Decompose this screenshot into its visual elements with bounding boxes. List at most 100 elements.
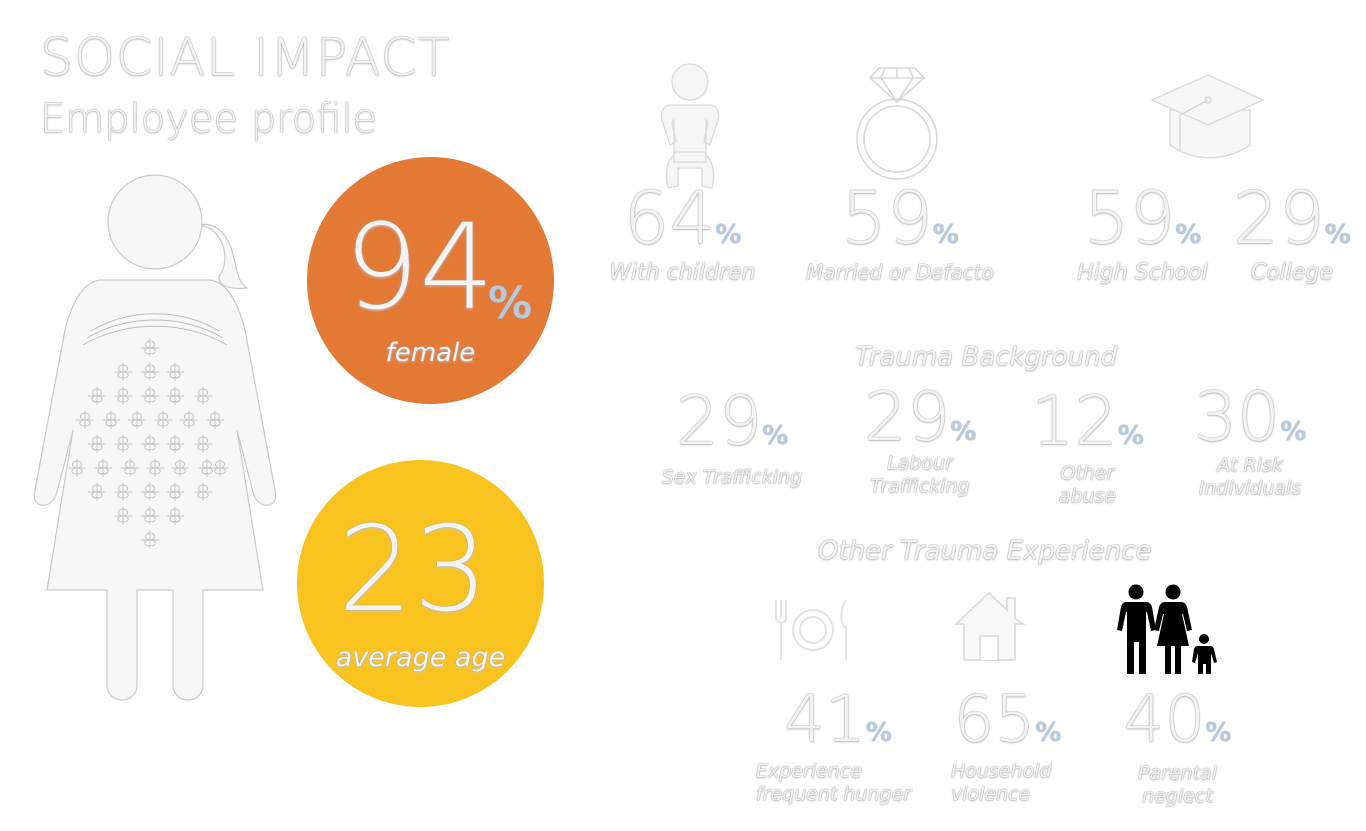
stat-frequent-hunger: 41% Experience frequent hunger: [748, 688, 928, 806]
dress-motif: [146, 459, 164, 477]
stat-unit: %: [932, 220, 959, 250]
dress-motif: [141, 363, 159, 381]
graduation-cap-icon: [1150, 74, 1265, 159]
stat-value: 41: [784, 683, 866, 757]
stat-unit: %: [1175, 220, 1202, 250]
dress-motif: [114, 363, 132, 381]
stat-value: 12: [1031, 382, 1118, 461]
dress-motif: [121, 459, 139, 477]
family-icon: [1117, 584, 1217, 674]
stat-unit: %: [1280, 417, 1307, 447]
woman-figure-icon: [33, 174, 277, 701]
stat-label-line-2: abuse: [1058, 484, 1117, 507]
stat-at-risk: 30% At Risk Individuals: [1180, 384, 1320, 500]
stat-label-line-1: At Risk: [1217, 454, 1283, 476]
stat-household-violence: 65% Household violence: [945, 688, 1070, 806]
page-title: SOCIAL IMPACT: [40, 28, 451, 88]
age-value: 23: [338, 500, 489, 638]
plate-cutlery-icon: [775, 599, 847, 660]
dress-motif: [206, 411, 224, 429]
dress-motif: [128, 411, 146, 429]
other-trauma-heading: Other Trauma Experience: [818, 536, 1152, 566]
stat-value: 29: [1233, 176, 1325, 260]
dress-motif: [114, 483, 132, 501]
stat-label-line-1: Experience: [756, 760, 862, 782]
house-icon: [953, 591, 1026, 661]
stat-college: 29% College: [1232, 182, 1352, 286]
stat-married: 59% Married or Defacto: [795, 182, 1005, 284]
female-unit: %: [488, 278, 533, 329]
dress-motif: [211, 459, 229, 477]
stat-value: 40: [1123, 683, 1206, 757]
dress-motif: [94, 459, 112, 477]
stat-sex-trafficking: 29% Sex Trafficking: [652, 388, 812, 489]
stat-label-line-2: neglect: [1142, 784, 1213, 807]
age-label: average age: [335, 642, 506, 673]
female-value: 94: [344, 198, 495, 336]
dress-motif: [141, 435, 159, 453]
stat-label-line-1: Parental: [1137, 762, 1217, 784]
stat-label: High School: [1077, 260, 1208, 285]
stat-label-line-1: Labour: [887, 452, 953, 474]
dress-motif: [88, 483, 106, 501]
stat-unit: %: [1035, 718, 1062, 748]
dress-motif: [166, 387, 184, 405]
female-label: female: [385, 338, 476, 368]
dress-motif: [166, 483, 184, 501]
stat-unit: %: [1324, 220, 1351, 250]
dress-motif: [194, 387, 212, 405]
stat-value: 29: [863, 378, 951, 457]
stat-with-children: 64% With children: [600, 182, 765, 286]
dress-motif: [154, 411, 172, 429]
stat-parental-neglect: 40% Parental neglect: [1105, 688, 1250, 808]
stat-value: 29: [675, 382, 763, 461]
stat-unit: %: [1205, 718, 1232, 748]
dress-motif: [171, 459, 189, 477]
female-circle: [307, 157, 554, 404]
dress-motif: [194, 483, 212, 501]
stat-label: College: [1250, 260, 1334, 285]
age-circle: [297, 460, 544, 707]
dress-motif: [141, 339, 159, 357]
dress-motif: [166, 363, 184, 381]
dress-motif: [141, 531, 159, 549]
stat-label-line-1: Household: [951, 760, 1052, 782]
stat-label-line-2: Trafficking: [870, 474, 970, 497]
stat-value: 59: [1083, 176, 1176, 260]
stat-label: With children: [609, 260, 756, 285]
stat-label-line-2: Individuals: [1198, 476, 1302, 499]
stat-label-line-2: violence: [951, 782, 1031, 805]
dress-motif: [114, 387, 132, 405]
dress-motif: [68, 459, 86, 477]
dress-motif: [76, 411, 94, 429]
stat-label: Sex Trafficking: [661, 466, 803, 488]
trauma-heading: Trauma Background: [855, 342, 1118, 372]
baby-icon: [660, 63, 720, 189]
dress-motif: [166, 507, 184, 525]
stat-unit: %: [762, 421, 789, 451]
dress-motif: [102, 411, 120, 429]
stat-value: 64: [623, 176, 716, 260]
dress-motif: [88, 435, 106, 453]
stat-unit: %: [950, 417, 977, 447]
dress-motif: [166, 435, 184, 453]
stat-label: Married or Defacto: [806, 260, 994, 284]
dress-motif: [194, 435, 212, 453]
dress-motif: [141, 387, 159, 405]
stat-value: 30: [1193, 378, 1281, 457]
ring-icon: [856, 67, 938, 180]
stat-label-line-1: Other: [1060, 462, 1115, 484]
stat-value: 59: [841, 176, 933, 260]
stat-value: 65: [953, 683, 1036, 757]
dress-motif: [114, 435, 132, 453]
stat-high-school: 59% High School: [1065, 182, 1220, 286]
stat-labour-trafficking: 29% Labour Trafficking: [850, 384, 990, 498]
stat-unit: %: [1117, 421, 1144, 451]
stat-unit: %: [715, 220, 742, 250]
page-subtitle: Employee profile: [40, 96, 378, 142]
dress-motif: [88, 387, 106, 405]
dress-motif: [114, 507, 132, 525]
stat-unit: %: [865, 718, 892, 748]
dress-motif: [141, 483, 159, 501]
stat-label-line-2: frequent hunger: [756, 782, 912, 805]
